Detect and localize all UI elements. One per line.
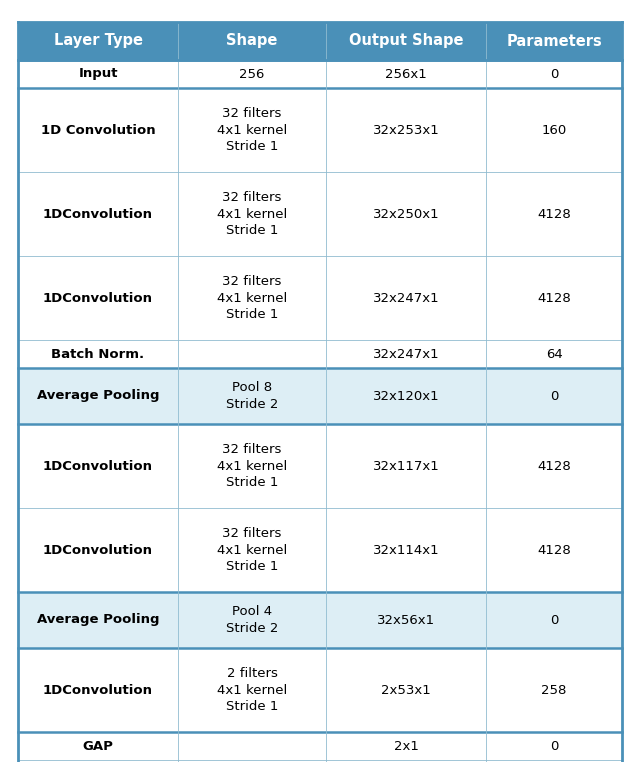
Text: Batch Norm.: Batch Norm. — [51, 347, 145, 360]
Text: Parameters: Parameters — [506, 34, 602, 49]
Text: 1D Convolution: 1D Convolution — [41, 123, 156, 136]
Text: 4128: 4128 — [537, 543, 571, 556]
Bar — [18, 508, 622, 592]
Text: 4128: 4128 — [537, 292, 571, 305]
Text: 1DConvolution: 1DConvolution — [43, 207, 153, 220]
Bar — [18, 22, 622, 60]
Text: 4128: 4128 — [537, 207, 571, 220]
Text: 32x247x1: 32x247x1 — [372, 292, 440, 305]
Text: 1DConvolution: 1DConvolution — [43, 292, 153, 305]
Bar — [18, 60, 622, 88]
Bar — [18, 424, 622, 508]
Text: 160: 160 — [541, 123, 566, 136]
Text: Average Pooling: Average Pooling — [36, 389, 159, 402]
Text: 32 filters
4x1 kernel
Stride 1: 32 filters 4x1 kernel Stride 1 — [217, 275, 287, 321]
Text: Layer Type: Layer Type — [54, 34, 143, 49]
Text: 32 filters
4x1 kernel
Stride 1: 32 filters 4x1 kernel Stride 1 — [217, 443, 287, 489]
Text: 256x1: 256x1 — [385, 68, 427, 81]
Bar — [18, 256, 622, 340]
Text: 32x56x1: 32x56x1 — [377, 613, 435, 626]
Text: 1DConvolution: 1DConvolution — [43, 543, 153, 556]
Text: 32x253x1: 32x253x1 — [372, 123, 440, 136]
Text: 32x250x1: 32x250x1 — [372, 207, 440, 220]
Bar — [18, 88, 622, 172]
Bar — [18, 732, 622, 760]
Text: Pool 4
Stride 2: Pool 4 Stride 2 — [226, 605, 278, 635]
Bar — [18, 368, 622, 424]
Text: 1DConvolution: 1DConvolution — [43, 459, 153, 472]
Text: 32x120x1: 32x120x1 — [372, 389, 440, 402]
Bar — [18, 648, 622, 732]
Text: Shape: Shape — [227, 34, 278, 49]
Text: 1DConvolution: 1DConvolution — [43, 684, 153, 696]
Text: 4128: 4128 — [537, 459, 571, 472]
Text: 2x1: 2x1 — [394, 739, 419, 753]
Bar — [18, 340, 622, 368]
Text: 32x117x1: 32x117x1 — [372, 459, 440, 472]
Text: Output Shape: Output Shape — [349, 34, 463, 49]
Text: 32x114x1: 32x114x1 — [372, 543, 440, 556]
Text: 256: 256 — [239, 68, 265, 81]
Text: 258: 258 — [541, 684, 567, 696]
Text: 32 filters
4x1 kernel
Stride 1: 32 filters 4x1 kernel Stride 1 — [217, 191, 287, 237]
Text: Average Pooling: Average Pooling — [36, 613, 159, 626]
Text: 32 filters
4x1 kernel
Stride 1: 32 filters 4x1 kernel Stride 1 — [217, 107, 287, 153]
Text: 0: 0 — [550, 68, 558, 81]
Text: 32 filters
4x1 kernel
Stride 1: 32 filters 4x1 kernel Stride 1 — [217, 527, 287, 573]
Text: Pool 8
Stride 2: Pool 8 Stride 2 — [226, 381, 278, 411]
Text: 64: 64 — [546, 347, 563, 360]
Bar — [18, 172, 622, 256]
Bar — [18, 592, 622, 648]
Text: Input: Input — [78, 68, 118, 81]
Text: GAP: GAP — [83, 739, 113, 753]
Text: 32x247x1: 32x247x1 — [372, 347, 440, 360]
Text: 0: 0 — [550, 389, 558, 402]
Bar — [18, 760, 622, 762]
Text: 2x53x1: 2x53x1 — [381, 684, 431, 696]
Text: 0: 0 — [550, 613, 558, 626]
Text: 2 filters
4x1 kernel
Stride 1: 2 filters 4x1 kernel Stride 1 — [217, 667, 287, 713]
Text: 0: 0 — [550, 739, 558, 753]
